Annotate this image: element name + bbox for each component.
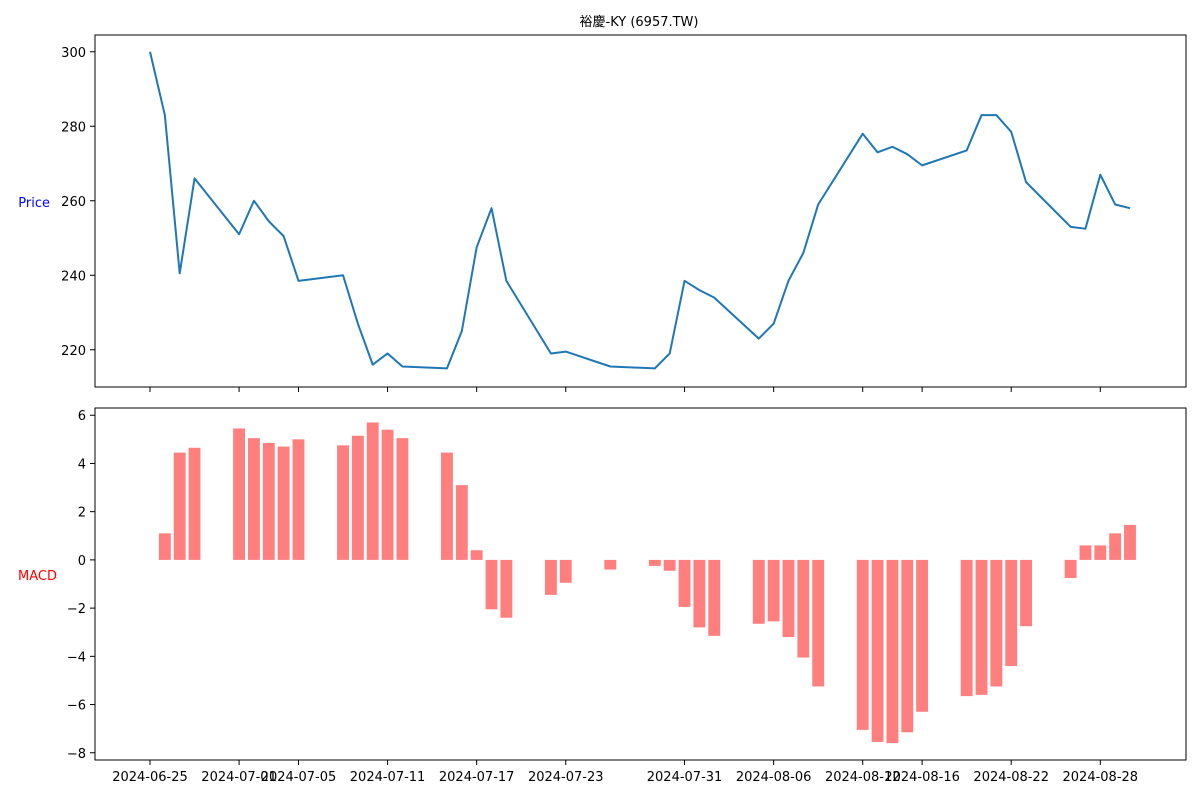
x-tick-label: 2024-08-12 [825, 770, 901, 785]
macd-bar [337, 445, 349, 560]
price-y-tick-label: 260 [61, 195, 86, 210]
macd-bar [1094, 545, 1107, 560]
macd-bar [500, 559, 513, 618]
price-series-line [149, 51, 1131, 370]
x-tick-label: 2024-07-23 [528, 770, 604, 785]
macd-y-axis-label: MACD [18, 569, 57, 584]
macd-axes-frame [94, 407, 1187, 761]
macd-bar [262, 442, 275, 560]
macd-y-tick-label: −2 [67, 602, 86, 617]
macd-bar [767, 559, 780, 622]
x-tick-label: 2024-07-05 [261, 770, 337, 785]
macd-bar [351, 435, 364, 560]
macd-bar [396, 438, 409, 560]
price-y-tick-label: 240 [61, 269, 86, 284]
macd-bar [1005, 559, 1018, 666]
macd-bar [916, 559, 929, 712]
macd-bar [1020, 559, 1032, 627]
x-tick-label: 2024-07-17 [439, 770, 515, 785]
x-tick-label: 2024-07-11 [350, 770, 426, 785]
x-tick-label: 2024-06-25 [112, 770, 188, 785]
macd-bar [1124, 524, 1136, 560]
macd-y-tick-label: 2 [78, 506, 86, 521]
price-x-ticks [149, 387, 1101, 392]
macd-bar [1064, 559, 1077, 578]
macd-bar [544, 559, 557, 595]
macd-bar [559, 559, 572, 583]
macd-bar [708, 559, 721, 636]
macd-bar [173, 452, 186, 560]
macd-bar [693, 559, 706, 628]
macd-bar [441, 452, 453, 560]
macd-y-tick-label: 0 [78, 554, 86, 569]
macd-bar [366, 422, 379, 560]
macd-bar [960, 559, 973, 697]
macd-bar [990, 559, 1003, 687]
macd-y-tick-label: −6 [67, 699, 86, 714]
x-tick-label: 2024-07-01 [201, 770, 277, 785]
macd-y-tick-label: −8 [67, 747, 86, 762]
macd-bar [455, 485, 468, 560]
macd-bar [1109, 533, 1122, 560]
macd-bar [663, 559, 676, 571]
price-y-tick-label: 300 [61, 46, 86, 61]
macd-bar [975, 559, 988, 695]
macd-y-ticks: −8 −6 −4 −2 0 2 4 6 [67, 409, 95, 762]
price-y-tick-label: 280 [61, 120, 86, 135]
macd-y-tick-label: 4 [78, 457, 86, 472]
macd-bar [782, 559, 795, 638]
macd-bar [248, 438, 260, 560]
price-y-ticks: 220 240 260 280 300 [61, 46, 95, 359]
macd-bar [797, 559, 810, 658]
macd-bar [604, 559, 617, 570]
macd-bar [188, 447, 201, 560]
x-tick-label: 2024-07-31 [647, 770, 723, 785]
macd-bar [485, 559, 498, 610]
price-y-axis-label: Price [18, 196, 50, 211]
macd-bar [292, 439, 305, 560]
macd-bar [752, 559, 765, 624]
macd-bar [856, 559, 869, 730]
macd-bar [470, 550, 483, 560]
macd-bar [886, 559, 899, 744]
macd-bar [1079, 545, 1092, 560]
x-tick-label: 2024-08-16 [884, 770, 960, 785]
macd-bar [901, 559, 914, 733]
macd-bar [678, 559, 691, 607]
macd-bars [158, 422, 1136, 744]
macd-bar [277, 446, 290, 560]
x-tick-label: 2024-08-06 [736, 770, 812, 785]
x-tick-label: 2024-08-28 [1063, 770, 1139, 785]
macd-bar [158, 533, 171, 560]
price-y-tick-label: 220 [61, 344, 86, 359]
macd-bar [381, 429, 394, 560]
chart-title: 裕慶-KY (6957.TW) [580, 15, 699, 30]
x-tick-label: 2024-08-22 [973, 770, 1049, 785]
macd-bar [871, 559, 884, 742]
macd-bar [812, 559, 825, 687]
macd-bar [233, 428, 246, 560]
price-axes: 220 240 260 280 300 Price [18, 34, 1187, 392]
price-axes-frame [94, 34, 1187, 388]
macd-y-tick-label: −4 [67, 650, 86, 665]
macd-bar [648, 559, 661, 566]
macd-y-tick-label: 6 [78, 409, 86, 424]
